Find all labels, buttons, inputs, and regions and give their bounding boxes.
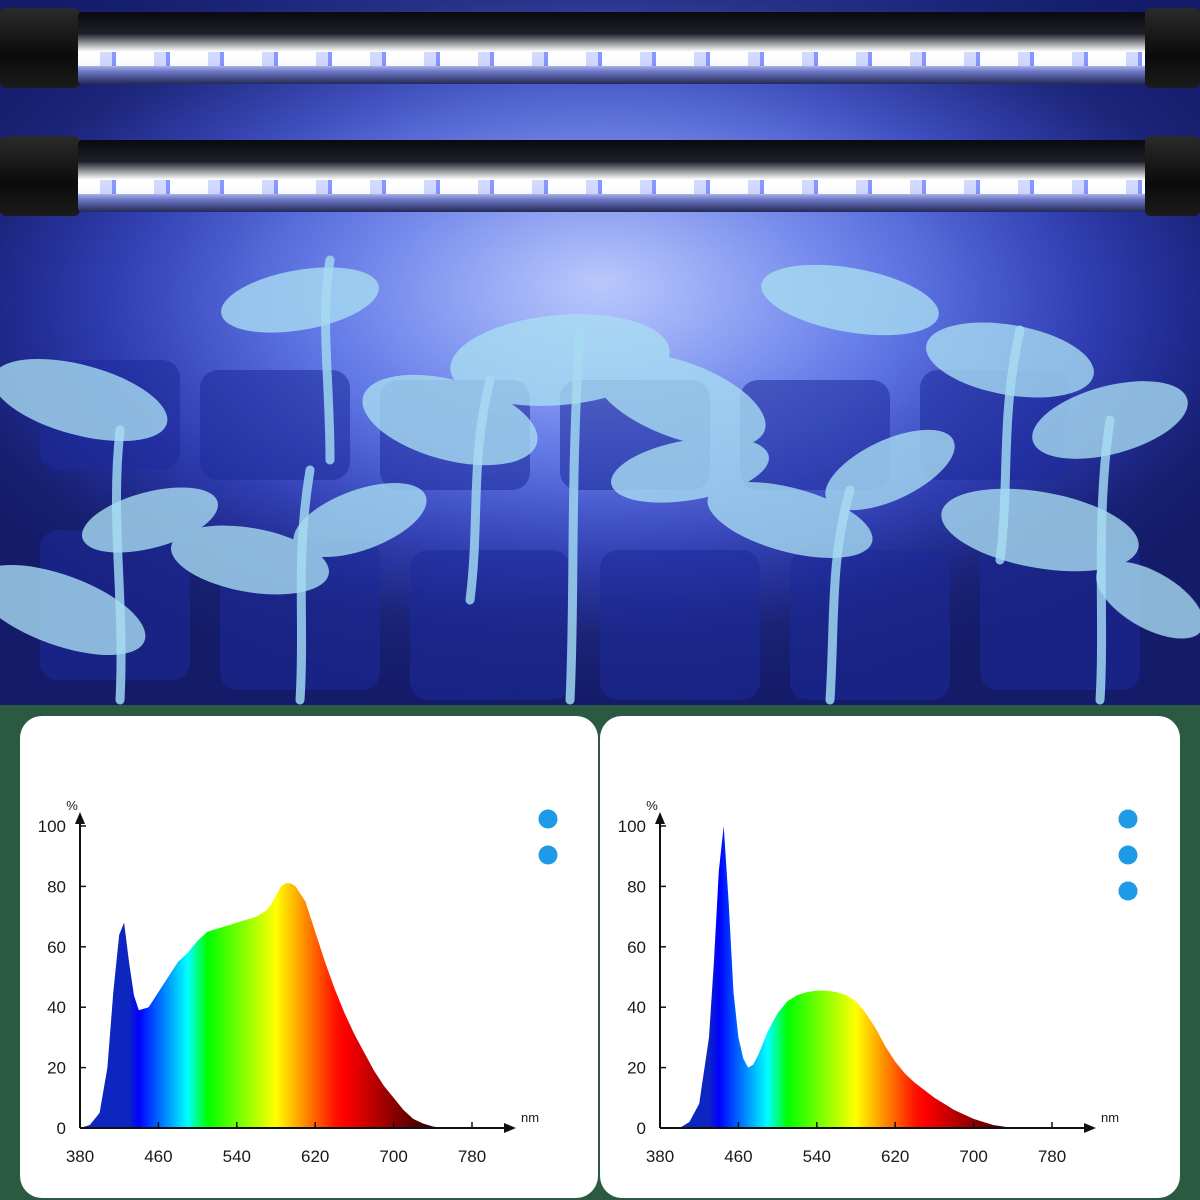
y-unit-label: % bbox=[66, 798, 78, 813]
spectrum-chart-left: % nm 0 20 40 60 80 100 380 460 540 620 700 780 bbox=[38, 798, 558, 1166]
x-tick-label: 620 bbox=[301, 1147, 329, 1166]
y-tick-label: 100 bbox=[618, 817, 646, 836]
x-tick-label: 700 bbox=[379, 1147, 407, 1166]
legend-marker-2 bbox=[1118, 845, 1138, 865]
x-tick-label: 460 bbox=[724, 1147, 752, 1166]
legend-marker-2 bbox=[538, 845, 558, 865]
spectrum-panel-right: % nm 0 20 40 60 80 100 380 460 540 620 700 780 bbox=[600, 716, 1180, 1198]
x-tick-label: 380 bbox=[66, 1147, 94, 1166]
x-tick-label: 540 bbox=[223, 1147, 251, 1166]
spectrum-area-1 bbox=[80, 883, 443, 1128]
y-tick-label: 40 bbox=[627, 998, 646, 1017]
y-tick-label: 20 bbox=[627, 1059, 646, 1078]
spectrum-chart-right: % nm 0 20 40 60 80 100 380 460 540 620 700 780 bbox=[618, 798, 1138, 1166]
led-bar-top bbox=[0, 0, 1200, 88]
x-tick-label: 620 bbox=[881, 1147, 909, 1166]
y-tick-label: 60 bbox=[47, 938, 66, 957]
x-tick-label: 540 bbox=[803, 1147, 831, 1166]
x-tick-label: 780 bbox=[458, 1147, 486, 1166]
x-axis-arrow bbox=[504, 1123, 516, 1133]
spectrum-panel-left: % nm 0 20 40 60 80 100 380 460 540 620 700 780 bbox=[20, 716, 598, 1198]
x-tick-label: 460 bbox=[144, 1147, 172, 1166]
y-tick-label: 20 bbox=[47, 1059, 66, 1078]
seedlings-scene bbox=[0, 0, 1200, 705]
y-axis-arrow bbox=[655, 812, 665, 824]
grow-light-photo bbox=[0, 0, 1200, 705]
y-tick-label: 40 bbox=[47, 998, 66, 1017]
y-tick-label: 0 bbox=[57, 1119, 66, 1138]
y-tick-label: 100 bbox=[38, 817, 66, 836]
x-unit-label: nm bbox=[1101, 1110, 1119, 1125]
y-axis-arrow bbox=[75, 812, 85, 824]
x-axis-arrow bbox=[1084, 1123, 1096, 1133]
x-tick-label: 780 bbox=[1038, 1147, 1066, 1166]
led-bar-bottom bbox=[0, 128, 1200, 216]
x-unit-label: nm bbox=[521, 1110, 539, 1125]
x-tick-label: 380 bbox=[646, 1147, 674, 1166]
spectrum-area-1 bbox=[679, 826, 1013, 1128]
y-tick-label: 80 bbox=[627, 877, 646, 896]
y-tick-label: 0 bbox=[637, 1119, 646, 1138]
x-tick-label: 700 bbox=[959, 1147, 987, 1166]
legend-marker-3 bbox=[1118, 881, 1138, 901]
y-tick-label: 80 bbox=[47, 877, 66, 896]
y-tick-label: 60 bbox=[627, 938, 646, 957]
y-unit-label: % bbox=[646, 798, 658, 813]
legend-marker-1 bbox=[1118, 809, 1138, 829]
legend-marker-1 bbox=[538, 809, 558, 829]
